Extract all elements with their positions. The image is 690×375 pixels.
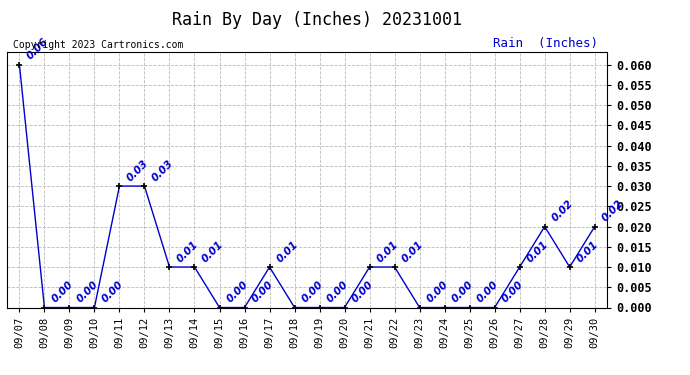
Text: 0.01: 0.01 (400, 239, 426, 264)
Text: 0.00: 0.00 (475, 279, 500, 305)
Text: 0.00: 0.00 (500, 279, 526, 305)
Text: 0.01: 0.01 (575, 239, 600, 264)
Text: 0.01: 0.01 (375, 239, 400, 264)
Text: 0.02: 0.02 (600, 198, 626, 224)
Text: 0.03: 0.03 (150, 158, 175, 183)
Text: 0.01: 0.01 (525, 239, 551, 264)
Text: 0.00: 0.00 (450, 279, 475, 305)
Text: 0.00: 0.00 (75, 279, 100, 305)
Text: Rain  (Inches): Rain (Inches) (493, 37, 598, 50)
Text: 0.00: 0.00 (50, 279, 75, 305)
Text: 0.00: 0.00 (350, 279, 375, 305)
Text: 0.00: 0.00 (225, 279, 250, 305)
Text: 0.00: 0.00 (250, 279, 275, 305)
Text: 0.00: 0.00 (300, 279, 326, 305)
Text: 0.01: 0.01 (200, 239, 226, 264)
Text: 0.01: 0.01 (175, 239, 200, 264)
Text: Copyright 2023 Cartronics.com: Copyright 2023 Cartronics.com (13, 40, 184, 50)
Text: Rain By Day (Inches) 20231001: Rain By Day (Inches) 20231001 (172, 11, 462, 29)
Text: 0.00: 0.00 (100, 279, 126, 305)
Text: 0.02: 0.02 (550, 198, 575, 224)
Text: 0.06: 0.06 (25, 37, 50, 62)
Text: 0.01: 0.01 (275, 239, 300, 264)
Text: 0.00: 0.00 (325, 279, 351, 305)
Text: 0.00: 0.00 (425, 279, 451, 305)
Text: 0.03: 0.03 (125, 158, 150, 183)
